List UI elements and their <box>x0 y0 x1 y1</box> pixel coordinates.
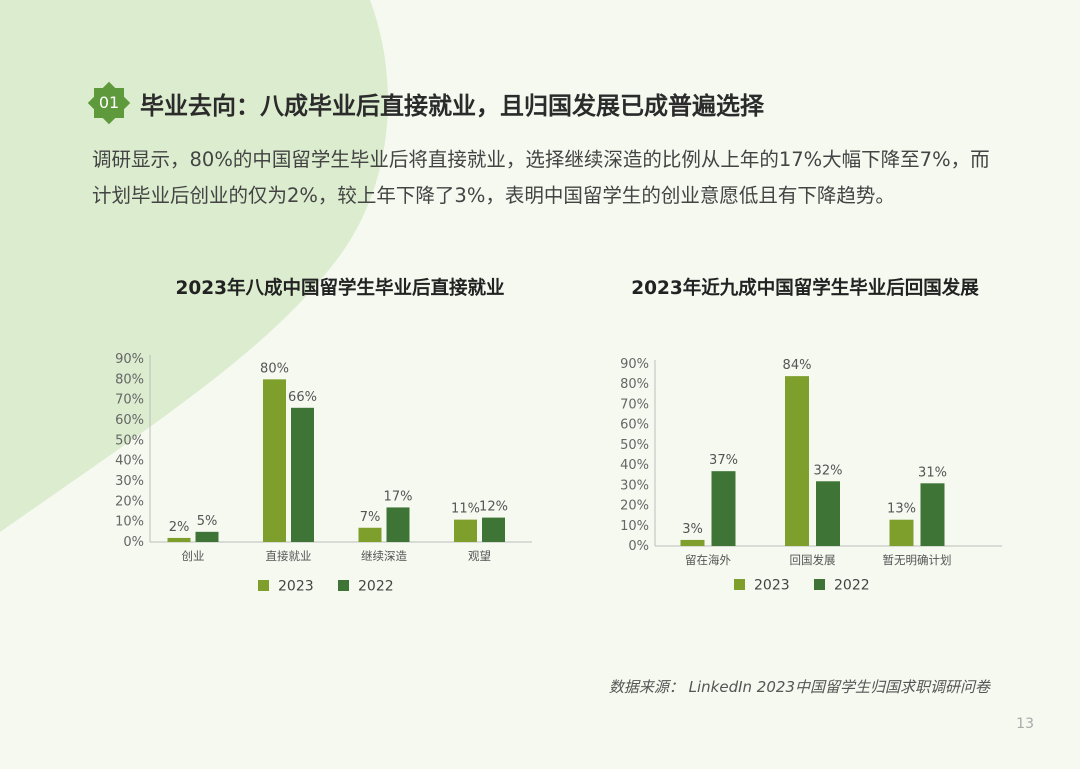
bar-value-label: 84% <box>783 358 812 373</box>
legend-label: 2022 <box>834 578 870 594</box>
bar-value-label: 11% <box>451 502 480 517</box>
page-number: 13 <box>1016 716 1034 732</box>
y-tick-label: 50% <box>115 433 144 448</box>
y-tick-label: 10% <box>620 519 649 534</box>
badge-star-icon <box>87 81 131 125</box>
bar-value-label: 5% <box>197 514 218 529</box>
legend-swatch-2023 <box>258 580 269 591</box>
section-badge: 01 <box>86 80 132 126</box>
y-tick-label: 50% <box>620 438 649 453</box>
y-tick-label: 30% <box>620 478 649 493</box>
bar-value-label: 37% <box>709 453 738 468</box>
legend-swatch-2022 <box>338 580 349 591</box>
bar-value-label: 13% <box>887 502 916 517</box>
y-tick-label: 60% <box>620 418 649 433</box>
y-tick-label: 0% <box>123 535 144 550</box>
y-tick-label: 90% <box>620 357 649 372</box>
data-source: 数据来源： LinkedIn 2023中国留学生归国求职调研问卷 <box>608 678 990 696</box>
y-tick-label: 80% <box>620 377 649 392</box>
bar-value-label: 17% <box>384 489 413 504</box>
x-tick-label: 创业 <box>182 549 205 563</box>
bar-value-label: 3% <box>682 522 703 537</box>
y-tick-label: 40% <box>620 458 649 473</box>
bar-2023 <box>889 519 914 546</box>
bar-2023 <box>454 519 477 542</box>
intro-paragraph: 调研显示，80%的中国留学生毕业后将直接就业，选择继续深造的比例从上年的17%大… <box>92 148 990 207</box>
y-tick-label: 30% <box>115 474 144 489</box>
legend-label: 2023 <box>754 578 790 594</box>
y-tick-label: 70% <box>620 397 649 412</box>
bar-2022 <box>291 407 314 542</box>
y-tick-label: 0% <box>628 539 649 554</box>
y-tick-label: 20% <box>620 499 649 514</box>
legend-label: 2022 <box>358 579 394 595</box>
legend-swatch-2022 <box>814 579 825 590</box>
section-header: 01 毕业去向：八成毕业后直接就业，且归国发展已成普遍选择 <box>86 80 764 126</box>
bar-2022 <box>386 507 410 542</box>
badge-number: 01 <box>98 93 120 112</box>
chart-title-return: 2023年近九成中国留学生毕业后回国发展 <box>631 278 979 299</box>
x-tick-label: 继续深造 <box>361 549 407 563</box>
bar-2022 <box>482 517 505 542</box>
bar-value-label: 80% <box>260 361 289 376</box>
y-tick-label: 70% <box>115 393 144 408</box>
bar-2023 <box>358 527 382 542</box>
bar-value-label: 7% <box>360 510 381 525</box>
bar-value-label: 66% <box>288 390 317 405</box>
bar-2023 <box>785 376 809 546</box>
bar-value-label: 12% <box>479 500 508 515</box>
y-tick-label: 60% <box>115 413 144 428</box>
x-tick-label: 留在海外 <box>685 553 731 567</box>
x-tick-label: 观望 <box>468 549 491 563</box>
bar-value-label: 2% <box>169 520 190 535</box>
bar-2022 <box>920 483 945 546</box>
chart-title-employment: 2023年八成中国留学生毕业后直接就业 <box>175 278 505 299</box>
bar-2022 <box>195 531 219 542</box>
bar-2022 <box>816 481 840 546</box>
y-tick-label: 20% <box>115 494 144 509</box>
y-tick-label: 40% <box>115 454 144 469</box>
x-tick-label: 回国发展 <box>790 553 836 567</box>
section-title: 毕业去向：八成毕业后直接就业，且归国发展已成普遍选择 <box>140 91 764 120</box>
bar-2023 <box>263 379 286 542</box>
bar-value-label: 32% <box>814 463 843 478</box>
x-tick-label: 暂无明确计划 <box>883 553 952 567</box>
bar-value-label: 31% <box>918 465 947 480</box>
y-tick-label: 80% <box>115 372 144 387</box>
bar-2022 <box>711 471 736 546</box>
bar-2023 <box>167 537 191 542</box>
x-tick-label: 直接就业 <box>266 549 312 563</box>
bar-2023 <box>680 539 705 546</box>
legend-swatch-2023 <box>734 579 745 590</box>
y-tick-label: 10% <box>115 515 144 530</box>
y-tick-label: 90% <box>115 352 144 367</box>
legend-label: 2023 <box>278 579 314 595</box>
